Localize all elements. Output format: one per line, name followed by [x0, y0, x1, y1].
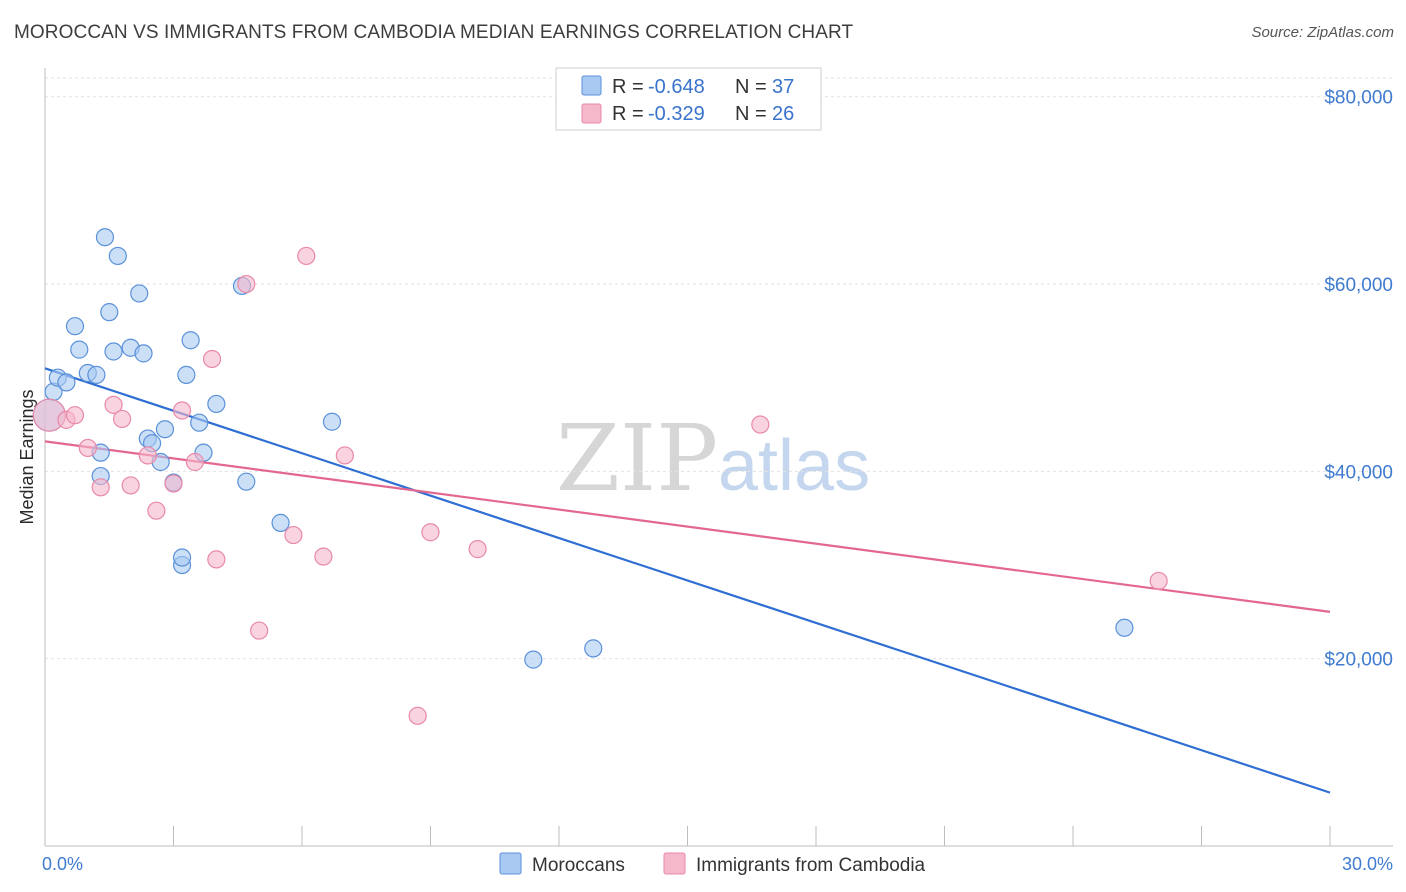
- moroccans-point: [271, 513, 290, 532]
- cambodia-point: [468, 540, 487, 559]
- cambodia-point: [284, 525, 303, 545]
- y-axis-label: Median Earnings: [17, 389, 37, 524]
- cambodia-point: [237, 274, 256, 294]
- moroccans-point: [584, 639, 603, 658]
- moroccans-point: [65, 317, 85, 336]
- legend-n-value-2: 26: [772, 103, 794, 125]
- moroccans-point: [322, 412, 342, 431]
- legend-n-label-1: N =: [735, 76, 767, 98]
- cambodia-point: [65, 406, 85, 425]
- cambodia-point: [751, 415, 770, 434]
- watermark-atlas: atlas: [718, 426, 870, 506]
- series-legend: Moroccans Immigrants from Cambodia: [499, 852, 926, 876]
- cambodia-point: [408, 706, 427, 725]
- legend-swatch-blue: [581, 75, 602, 96]
- cambodia-point: [112, 409, 132, 429]
- moroccans-point: [1115, 618, 1134, 637]
- watermark-zip: ZIP: [556, 405, 718, 512]
- cambodia-trend-line: [44, 440, 1331, 613]
- cambodia-point: [1149, 571, 1168, 591]
- moroccans-point: [100, 303, 119, 322]
- moroccans-point: [190, 413, 209, 432]
- cambodia-point: [314, 547, 333, 566]
- x-tick-label-max: 30.0%: [1342, 854, 1393, 874]
- legend-r-label-1: R =: [612, 76, 644, 98]
- moroccans-point: [57, 373, 76, 392]
- cambodia-point: [335, 446, 354, 465]
- moroccans-trend-line: [44, 367, 1331, 794]
- y-tick-label: $40,000: [1324, 462, 1393, 483]
- y-tick-label: $20,000: [1324, 650, 1393, 671]
- chart-title: MOROCCAN VS IMMIGRANTS FROM CAMBODIA MED…: [14, 22, 854, 43]
- moroccans-point: [95, 228, 115, 247]
- legend-n-label-2: N =: [735, 103, 767, 125]
- moroccans-point: [104, 342, 123, 361]
- y-tick-labels: $20,000 $40,000 $60,000 $80,000: [1324, 88, 1393, 671]
- legend-r-value-2: -0.329: [648, 103, 705, 125]
- moroccans-point: [177, 365, 196, 384]
- cambodia-point: [250, 621, 269, 640]
- legend-r-value-1: -0.648: [648, 76, 705, 98]
- cambodia-point: [421, 523, 440, 542]
- moroccans-point: [155, 420, 175, 439]
- data-points: [32, 228, 1168, 725]
- x-tick-label-min: 0.0%: [42, 854, 83, 874]
- gridlines: [45, 77, 1393, 660]
- moroccans-point: [108, 246, 127, 266]
- cambodia-point: [164, 474, 183, 493]
- moroccans-point: [524, 650, 543, 669]
- moroccans-point: [130, 284, 149, 303]
- cambodia-point: [91, 478, 110, 497]
- moroccans-point: [134, 344, 153, 363]
- legend-swatch-pink: [581, 103, 602, 124]
- legend-item-cambodia-swatch: [663, 852, 686, 875]
- cambodia-point: [202, 349, 222, 369]
- cambodia-point: [172, 401, 192, 420]
- source-label: Source: ZipAtlas.com: [1251, 24, 1394, 41]
- x-axis-ticks: [173, 826, 1331, 846]
- legend-item-moroccans-swatch: [499, 852, 522, 875]
- legend-item-moroccans: Moroccans: [532, 855, 625, 876]
- moroccans-point: [70, 340, 89, 359]
- y-tick-label: $80,000: [1324, 88, 1393, 109]
- stats-legend: R = -0.648 N = 37 R = -0.329 N = 26: [555, 67, 822, 131]
- y-tick-label: $60,000: [1324, 275, 1393, 296]
- trend-lines: [44, 367, 1331, 794]
- cambodia-point: [121, 476, 140, 495]
- cambodia-point: [138, 446, 157, 465]
- legend-item-cambodia: Immigrants from Cambodia: [696, 855, 926, 876]
- cambodia-point: [78, 438, 97, 458]
- cambodia-point: [147, 501, 166, 520]
- moroccans-point: [207, 394, 226, 414]
- legend-r-label-2: R =: [612, 103, 644, 125]
- moroccans-point: [87, 365, 106, 384]
- moroccans-point: [172, 548, 192, 567]
- cambodia-point: [297, 246, 316, 266]
- cambodia-point: [185, 452, 205, 472]
- watermark: ZIP atlas: [556, 405, 870, 512]
- legend-n-value-1: 37: [772, 76, 794, 98]
- moroccans-point: [181, 331, 200, 350]
- moroccans-point: [237, 472, 256, 491]
- cambodia-point: [104, 395, 123, 414]
- cambodia-point: [207, 550, 226, 569]
